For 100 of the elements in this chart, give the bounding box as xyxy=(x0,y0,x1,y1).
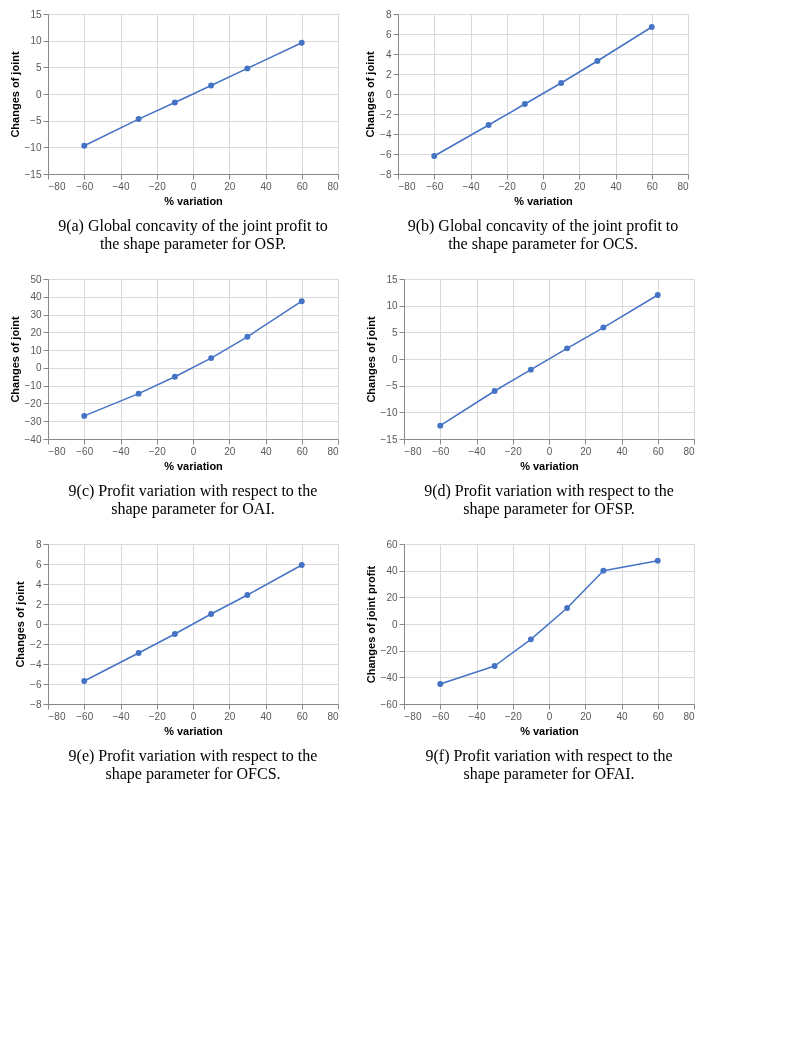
x-tick-label: 40 xyxy=(616,445,628,457)
y-tick-label: 8 xyxy=(35,538,42,550)
y-tick-label: 0 xyxy=(35,88,42,100)
y-tick-label: 6 xyxy=(385,28,392,40)
y-tick-label: 30 xyxy=(30,309,42,321)
x-tick-label: 20 xyxy=(574,180,586,192)
y-tick-label: 2 xyxy=(35,598,42,610)
x-tick-label: 20 xyxy=(224,710,236,722)
y-tick-label: 4 xyxy=(35,578,42,590)
x-axis-title: % variation xyxy=(514,194,574,207)
y-axis-title: Changes of joint xyxy=(364,316,377,403)
x-tick-label: −80 xyxy=(48,710,66,722)
y-tick-label: −20 xyxy=(380,645,398,657)
y-tick-label: 4 xyxy=(385,48,392,60)
x-tick-label: 60 xyxy=(652,445,665,457)
y-tick-label: 5 xyxy=(35,61,42,73)
y-tick-label: 0 xyxy=(391,618,398,630)
x-tick-label: 60 xyxy=(652,710,665,722)
text: 9(b) Global concavity of the joint profit to the shape parameter for OCS. xyxy=(407,217,679,253)
y-tick-label: 50 xyxy=(30,273,42,285)
y-tick-label: −6 xyxy=(30,678,42,690)
x-tick-label: 60 xyxy=(646,180,659,192)
x-tick-label: 80 xyxy=(327,180,339,192)
y-axis-title: Changes of joint profit xyxy=(364,565,377,684)
y-tick-label: −40 xyxy=(380,671,398,683)
x-tick-label: 40 xyxy=(260,710,272,722)
text: 9(c) Profit variation with respect to the shape parameter for OAI. xyxy=(68,482,318,518)
x-tick-label: 20 xyxy=(580,710,592,722)
x-tick-label: 40 xyxy=(616,710,628,722)
x-tick-label: 0 xyxy=(190,445,197,457)
x-tick-label: −20 xyxy=(498,180,517,192)
y-tick-label: 0 xyxy=(391,353,398,365)
x-tick-label: 60 xyxy=(296,710,309,722)
x-tick-label: 0 xyxy=(546,445,553,457)
y-tick-label: −20 xyxy=(24,397,42,409)
y-tick-label: −2 xyxy=(380,108,392,120)
x-tick-label: −60 xyxy=(426,180,444,192)
text: 9(f) Profit variation with respect to the shape parameter for OFAI. xyxy=(425,747,673,783)
x-axis-title: % variation xyxy=(520,459,580,472)
y-tick-label: −6 xyxy=(380,148,392,160)
x-tick-label: −80 xyxy=(48,180,66,192)
x-tick-label: 40 xyxy=(260,180,272,192)
y-tick-label: 15 xyxy=(386,273,398,285)
y-tick-label: 0 xyxy=(35,618,42,630)
x-tick-label: 80 xyxy=(683,445,695,457)
x-tick-label: 20 xyxy=(224,445,236,457)
x-tick-label: −20 xyxy=(504,710,523,722)
y-tick-label: −5 xyxy=(30,115,42,127)
x-tick-label: −20 xyxy=(504,445,523,457)
y-tick-label: 10 xyxy=(386,300,398,312)
x-axis-title: % variation xyxy=(164,459,224,472)
y-tick-label: 0 xyxy=(385,88,392,100)
text: 9(a) Global concavity of the joint profit to the shape parameter for OSP. xyxy=(58,217,328,253)
y-tick-label: −15 xyxy=(380,433,398,445)
y-axis-title: Changes of joint xyxy=(364,51,377,138)
y-tick-label: −4 xyxy=(30,658,42,670)
x-tick-label: −40 xyxy=(112,180,130,192)
x-tick-label: 80 xyxy=(677,180,689,192)
x-tick-label: −80 xyxy=(398,180,416,192)
x-tick-label: 40 xyxy=(260,445,272,457)
x-tick-label: 0 xyxy=(190,180,197,192)
y-tick-label: 10 xyxy=(30,344,42,356)
x-tick-label: −40 xyxy=(112,445,130,457)
y-tick-label: 20 xyxy=(386,591,398,603)
y-tick-label: −40 xyxy=(24,433,42,445)
x-axis-title: % variation xyxy=(164,194,224,207)
x-axis-title: % variation xyxy=(520,724,580,737)
x-tick-label: 80 xyxy=(327,445,339,457)
y-tick-label: −8 xyxy=(380,168,392,180)
y-tick-label: 8 xyxy=(385,8,392,20)
x-tick-label: −60 xyxy=(76,710,94,722)
y-tick-label: 40 xyxy=(386,565,398,577)
y-tick-label: −15 xyxy=(24,168,42,180)
y-tick-label: 0 xyxy=(35,362,42,374)
x-tick-label: −40 xyxy=(112,710,130,722)
y-axis-title: Changes of joint xyxy=(8,316,21,403)
x-axis-title: % variation xyxy=(164,724,224,737)
y-tick-label: −10 xyxy=(24,380,42,392)
y-tick-label: 40 xyxy=(30,291,42,303)
y-tick-label: 2 xyxy=(385,68,392,80)
x-tick-label: −20 xyxy=(148,710,167,722)
x-tick-label: 20 xyxy=(224,180,236,192)
x-tick-label: −60 xyxy=(432,710,450,722)
x-tick-label: −20 xyxy=(148,445,167,457)
text: 9(d) Profit variation with respect to the shape parameter for OFSP. xyxy=(424,482,674,518)
y-tick-label: −60 xyxy=(380,698,398,710)
x-tick-label: −80 xyxy=(404,710,422,722)
x-tick-label: −40 xyxy=(468,710,486,722)
x-tick-label: 0 xyxy=(546,710,553,722)
x-tick-label: 0 xyxy=(540,180,547,192)
y-tick-label: 5 xyxy=(391,326,398,338)
y-axis-title: Changes of joint xyxy=(14,581,27,668)
y-tick-label: −10 xyxy=(380,406,398,418)
y-tick-label: −5 xyxy=(386,380,398,392)
y-tick-label: −4 xyxy=(380,128,392,140)
y-tick-label: 6 xyxy=(35,558,42,570)
x-tick-label: 40 xyxy=(610,180,622,192)
x-tick-label: −60 xyxy=(76,445,94,457)
x-tick-label: −80 xyxy=(48,445,66,457)
y-tick-label: 15 xyxy=(30,8,42,20)
